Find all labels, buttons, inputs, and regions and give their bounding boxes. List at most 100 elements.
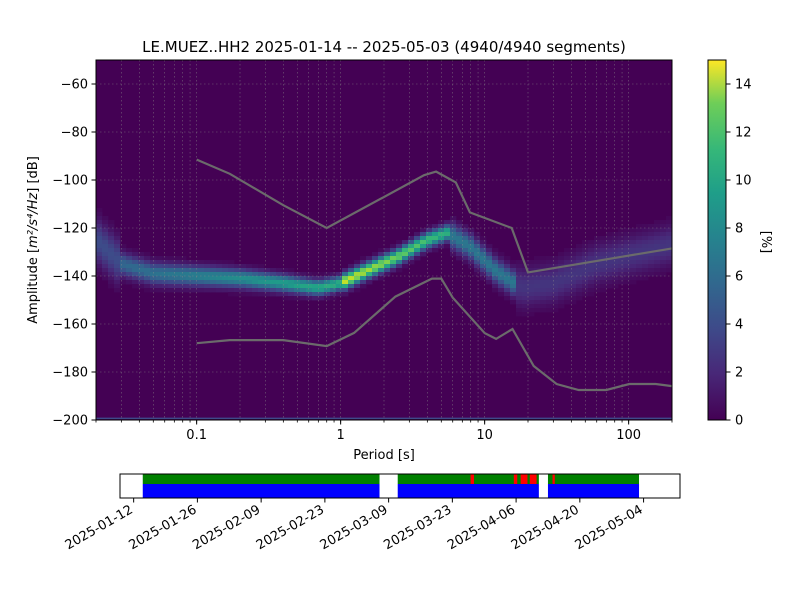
heatmap-cell [318, 292, 325, 297]
heatmap-cell [156, 260, 163, 265]
heatmap-cell [150, 276, 157, 281]
heatmap-cell [282, 296, 289, 301]
heatmap-cell [612, 248, 619, 253]
heatmap-cell [534, 276, 541, 281]
heatmap-cell [168, 284, 175, 289]
heatmap-cell [132, 272, 139, 277]
heatmap-cell [126, 264, 133, 269]
heatmap-cell [138, 252, 145, 257]
heatmap-cell [414, 244, 421, 249]
chart-title: LE.MUEZ..HH2 2025-01-14 -- 2025-05-03 (4… [142, 38, 626, 56]
heatmap-cell [252, 288, 259, 293]
heatmap-cell [360, 276, 367, 281]
timeline-ticks: 2025-01-122025-01-262025-02-092025-02-23… [63, 498, 646, 553]
heatmap-cell [504, 260, 511, 265]
heatmap-cell [114, 240, 121, 245]
heatmap-cell [186, 288, 193, 293]
heatmap-cell [642, 252, 649, 257]
heatmap-cell [114, 288, 121, 293]
heatmap-cell [312, 284, 319, 289]
heatmap-cell [354, 264, 361, 269]
heatmap-cell [108, 272, 115, 277]
heatmap-cell [360, 268, 367, 273]
heatmap-cell [288, 284, 295, 289]
heatmap-cell [462, 260, 469, 265]
heatmap-cell [144, 272, 151, 277]
heatmap-cell [348, 268, 355, 273]
heatmap-cell [534, 260, 541, 265]
heatmap-cell [330, 280, 337, 285]
heatmap-cell [540, 300, 547, 305]
heatmap-cell [180, 280, 187, 285]
heatmap-cell [402, 256, 409, 261]
heatmap-cell [144, 276, 151, 281]
heatmap-cell [600, 248, 607, 253]
heatmap-cell [582, 264, 589, 269]
heatmap-cell [480, 272, 487, 277]
heatmap-cell [564, 288, 571, 293]
heatmap-cell [546, 300, 553, 305]
heatmap-cell [450, 244, 457, 249]
heatmap-cell [246, 288, 253, 293]
heatmap-cell [576, 296, 583, 301]
heatmap-cell [552, 284, 559, 289]
heatmap-cell [546, 308, 553, 313]
heatmap-cell [180, 284, 187, 289]
heatmap-cell [102, 260, 109, 265]
heatmap-cell [474, 240, 481, 245]
heatmap-cell [342, 288, 349, 293]
heatmap-cell [282, 292, 289, 297]
heatmap-cell [666, 236, 673, 241]
heatmap-cell [294, 276, 301, 281]
heatmap-cell [276, 292, 283, 297]
y-tick-label: −180 [52, 366, 88, 381]
heatmap-cell [540, 296, 547, 301]
heatmap-cell [594, 268, 601, 273]
heatmap-cell [156, 276, 163, 281]
heatmap-cell [606, 264, 613, 269]
heatmap-cell [474, 248, 481, 253]
heatmap-cell [648, 224, 655, 229]
heatmap-cell [198, 284, 205, 289]
heatmap-cell [546, 280, 553, 285]
heatmap-cell [258, 288, 265, 293]
heatmap-cell [126, 248, 133, 253]
heatmap-cell [594, 240, 601, 245]
heatmap-cell [276, 268, 283, 273]
heatmap-cell [504, 256, 511, 261]
heatmap-cell [132, 260, 139, 265]
heatmap-cell [426, 236, 433, 241]
heatmap-cell [420, 248, 427, 253]
heatmap-cell [216, 288, 223, 293]
heatmap-cell [468, 260, 475, 265]
heatmap-cell [450, 228, 457, 233]
heatmap-cell [540, 276, 547, 281]
heatmap-cell [150, 268, 157, 273]
heatmap-cell [570, 272, 577, 277]
heatmap-cell [102, 256, 109, 261]
heatmap-cell [282, 280, 289, 285]
heatmap-cell [606, 280, 613, 285]
heatmap-cell [228, 284, 235, 289]
heatmap-cell [468, 228, 475, 233]
heatmap-cell [174, 288, 181, 293]
heatmap-cell [252, 268, 259, 273]
heatmap-cell [540, 304, 547, 309]
heatmap-cell [414, 248, 421, 253]
heatmap-cell [336, 280, 343, 285]
heatmap-cell [600, 240, 607, 245]
heatmap-cell [378, 264, 385, 269]
heatmap-cell [198, 268, 205, 273]
heatmap-cell [204, 272, 211, 277]
heatmap-cell [162, 276, 169, 281]
heatmap-cell [666, 252, 673, 257]
heatmap-cell [558, 272, 565, 277]
heatmap-cell [222, 272, 229, 277]
heatmap-cell [276, 288, 283, 293]
heatmap-cell [210, 288, 217, 293]
heatmap-cell [450, 220, 457, 225]
heatmap-cell [654, 236, 661, 241]
heatmap-cell [456, 228, 463, 233]
heatmap-cell [240, 276, 247, 281]
heatmap-cell [360, 260, 367, 265]
